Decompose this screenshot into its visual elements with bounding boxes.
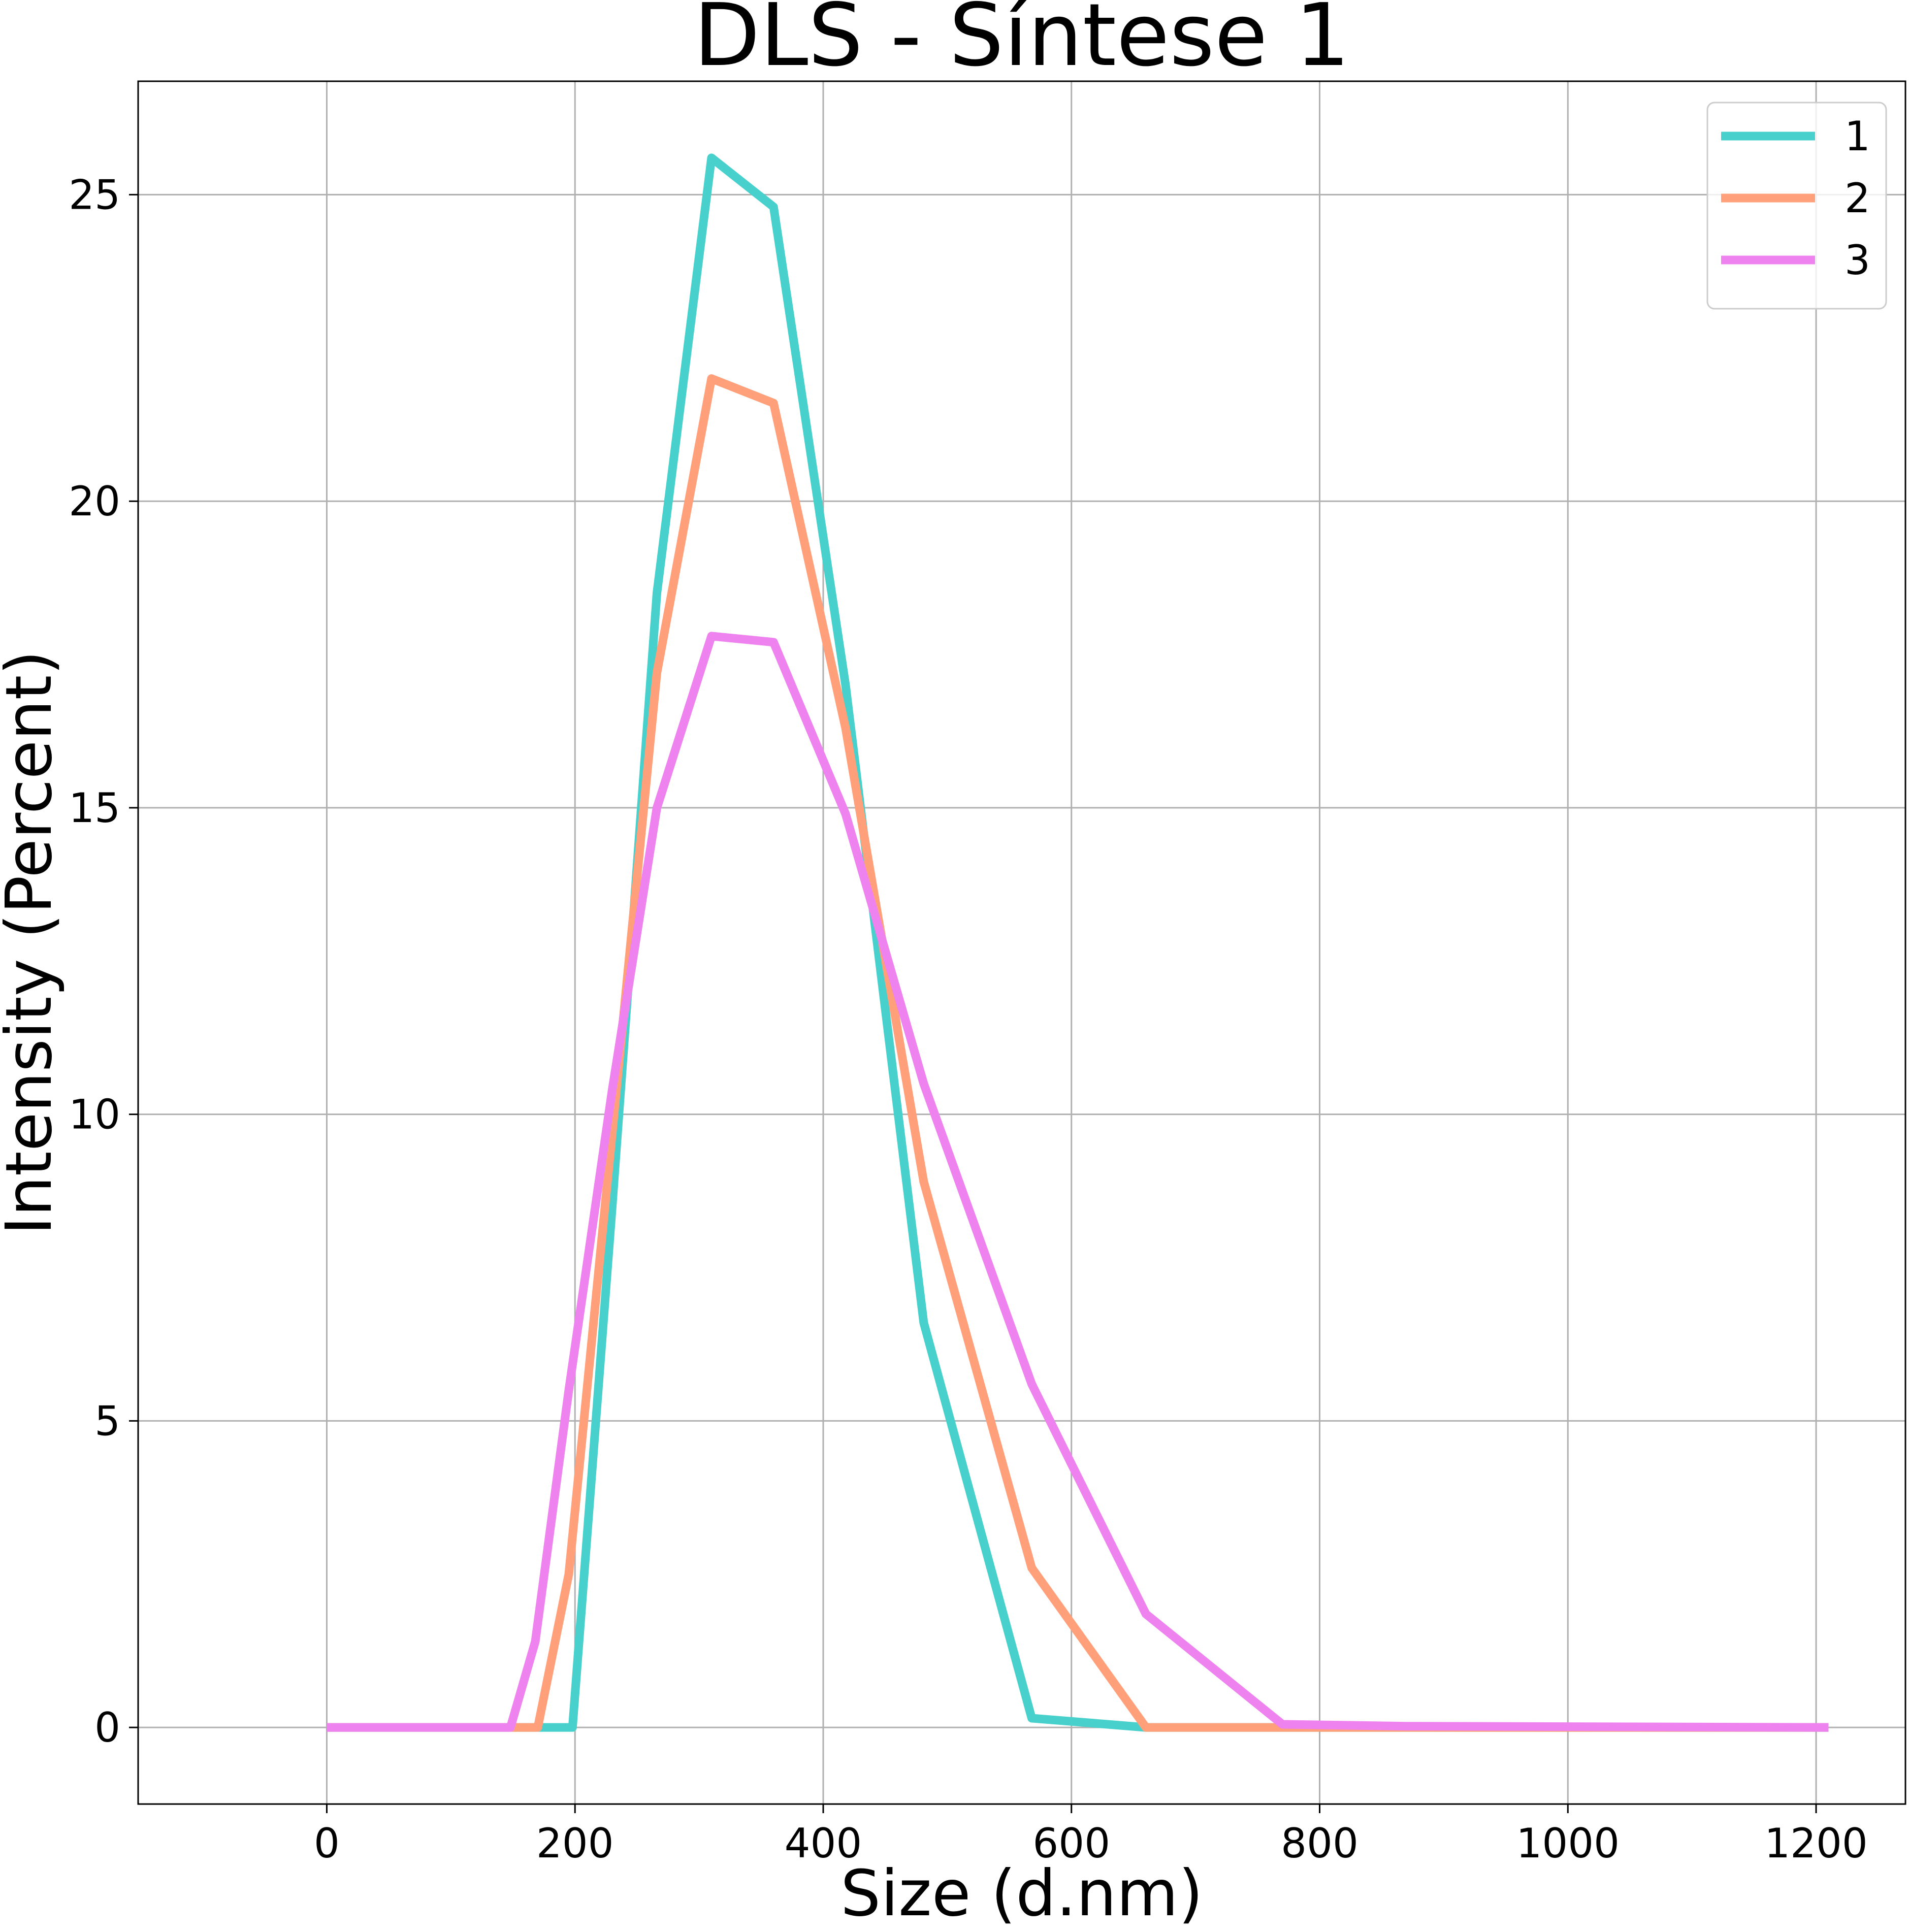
x-tick-label: 600 [1032, 1820, 1110, 1867]
y-tick-label: 10 [69, 1091, 120, 1138]
legend-label-3: 3 [1845, 237, 1870, 284]
y-tick-label: 15 [69, 784, 120, 832]
chart-title: DLS - Síntese 1 [694, 0, 1350, 86]
y-axis-title: Intensity (Percent) [0, 650, 66, 1235]
x-tick-label: 800 [1281, 1820, 1358, 1867]
y-tick-label: 20 [69, 478, 120, 525]
y-tick-label: 5 [94, 1397, 120, 1445]
plot-frame [137, 80, 1906, 1805]
series-lines [327, 153, 1829, 1732]
series-2-line [327, 374, 1829, 1732]
x-axis-title: Size (d.nm) [840, 1857, 1203, 1930]
legend-label-1: 1 [1845, 113, 1870, 160]
x-tick-label: 1000 [1516, 1820, 1620, 1867]
y-tick-label: 0 [94, 1704, 120, 1751]
series-3-line [327, 632, 1829, 1732]
x-tick-label: 0 [314, 1820, 340, 1867]
y-axis-ticks: 0 5 10 15 20 25 [69, 171, 138, 1751]
y-tick-label: 25 [69, 171, 120, 218]
legend: 1 2 3 [1706, 102, 1887, 310]
x-axis-ticks: 0 200 400 600 800 1000 1200 [314, 1804, 1868, 1867]
x-tick-label: 1200 [1764, 1820, 1868, 1867]
x-tick-label: 200 [536, 1820, 614, 1867]
x-tick-label: 400 [785, 1820, 862, 1867]
grid-lines [138, 81, 1905, 1804]
legend-label-2: 2 [1845, 175, 1870, 222]
